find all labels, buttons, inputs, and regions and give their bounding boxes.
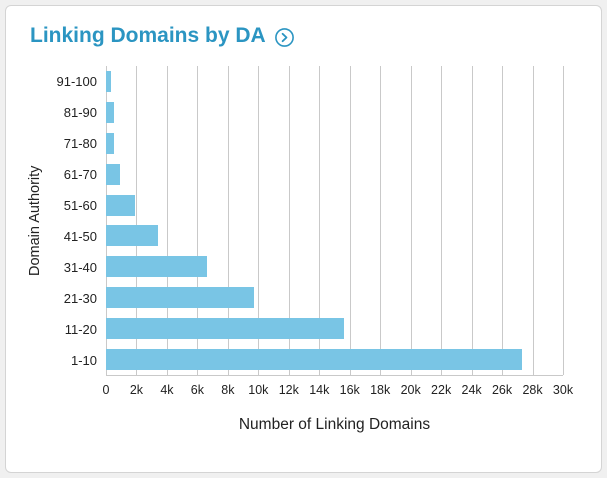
bar-row: [106, 66, 563, 97]
gridline: [136, 66, 138, 375]
gridline: [258, 66, 260, 375]
gridline: [166, 66, 168, 375]
x-tick-label: 6k: [190, 383, 204, 397]
x-tick-label: 24k: [461, 383, 482, 397]
card-title[interactable]: Linking Domains by DA: [30, 24, 266, 47]
bar-row: [106, 221, 563, 252]
x-tick-label: 2k: [129, 383, 144, 397]
x-tick-label: 8k: [221, 383, 235, 397]
x-tick-label: 20k: [400, 383, 421, 397]
category-label: 21-30: [63, 291, 97, 306]
bar-row: [106, 97, 563, 128]
x-tick-label: 30k: [552, 383, 574, 397]
y-axis-title: Domain Authority: [27, 165, 43, 277]
x-tick-label: 10k: [248, 383, 269, 397]
bar-row: [106, 190, 563, 221]
x-tick-label: 14k: [309, 383, 330, 397]
gridline: [532, 66, 534, 375]
gridline: [502, 66, 504, 375]
gridline: [563, 66, 564, 375]
gridline: [441, 66, 443, 375]
x-tick-label: 16k: [339, 383, 360, 397]
category-label: 11-20: [64, 322, 97, 337]
bar[interactable]: [106, 132, 115, 154]
x-tick-labels: 0 2k 4k 6k 8k 10k 12k 14k 16k 18k 20k 22k 24k 26k 28k 3…: [102, 383, 574, 402]
bar-row: [106, 344, 563, 375]
gridline: [288, 66, 290, 375]
x-tick-label: 12k: [278, 383, 299, 397]
x-tick-label: 26k: [491, 383, 513, 397]
bar[interactable]: [106, 318, 344, 340]
bar[interactable]: [106, 194, 135, 216]
category-label: 51-60: [63, 198, 97, 213]
gridline: [106, 66, 107, 375]
bar[interactable]: [106, 287, 254, 309]
bar-row: [106, 251, 563, 282]
bar-row: [106, 313, 563, 344]
gridline: [197, 66, 199, 375]
x-tick-label: 28k: [522, 383, 543, 397]
bar[interactable]: [106, 163, 121, 185]
bar[interactable]: [106, 225, 158, 247]
category-label: 71-80: [63, 136, 97, 151]
x-tick-label: 0: [102, 383, 110, 397]
category-label: 41-50: [63, 229, 97, 244]
gridline: [380, 66, 382, 375]
category-label: 31-40: [63, 260, 97, 275]
gridline: [227, 66, 229, 375]
category-label: 81-90: [63, 105, 97, 120]
gridlines: [106, 66, 564, 375]
gridline: [471, 66, 473, 375]
gridline: [349, 66, 351, 375]
category-label: 91-100: [56, 74, 97, 89]
x-tick-label: 4k: [160, 383, 174, 397]
bar-row: [106, 128, 563, 159]
bars: [106, 66, 563, 375]
category-label: 1-10: [70, 353, 97, 368]
x-tick-label: 22k: [431, 383, 452, 397]
card-header-link[interactable]: Linking Domains by DA: [30, 24, 581, 48]
gridline: [410, 66, 412, 375]
x-axis-title: Number of Linking Domains: [238, 416, 431, 433]
x-tick-label: 18k: [370, 383, 391, 397]
bar-row: [106, 159, 563, 190]
linking-domains-card: Linking Domains by DA Domain Authority 9…: [5, 5, 602, 473]
category-labels: 91-100 81-90 71-80 61-70 51-60 41-50 31-40 21-3…: [48, 66, 106, 376]
bar[interactable]: [106, 70, 112, 92]
bar[interactable]: [106, 349, 522, 371]
bar[interactable]: [106, 256, 207, 278]
plot-area: [106, 66, 564, 376]
bar[interactable]: [106, 101, 115, 123]
bar-row: [106, 282, 563, 313]
circle-chevron-right-icon[interactable]: [274, 27, 295, 48]
linking-domains-chart: Domain Authority 91-100 81-90 71-80 61-70 51…: [22, 66, 581, 434]
category-label: 61-70: [63, 167, 97, 182]
gridline: [319, 66, 321, 375]
